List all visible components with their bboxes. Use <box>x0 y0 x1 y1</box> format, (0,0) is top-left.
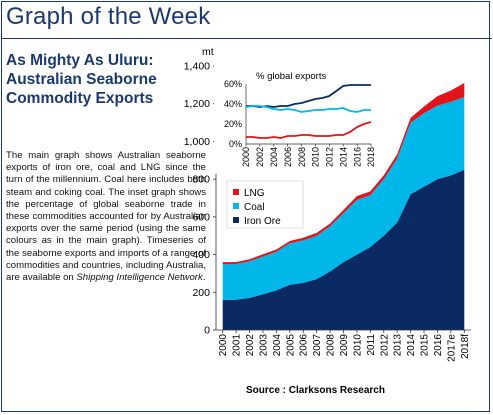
inset-y-tick-label: 60% <box>224 79 242 89</box>
legend-swatch-lng <box>233 189 239 195</box>
x-tick-label: 2016 <box>433 334 444 357</box>
x-tick-label: 2002 <box>245 334 256 357</box>
x-tick-label: 2006 <box>299 334 310 357</box>
header-divider <box>1 38 492 39</box>
legend-box <box>226 180 304 229</box>
inset-chart: % global exports 0% 20% 40% 60% 2000 2002 2004 2… <box>214 62 382 174</box>
area-coal <box>222 97 465 300</box>
x-tick-label: 2013 <box>393 334 404 357</box>
inset-background <box>214 62 382 174</box>
inset-x-tick-label: 2014 <box>338 147 348 167</box>
article-body: The main graph shows Australian seaborne… <box>6 150 206 284</box>
y-tick-label: 1,400 <box>184 61 210 73</box>
area-lng <box>222 83 465 264</box>
inset-x-tick-label: 2016 <box>352 147 362 167</box>
x-tick-label: 2001 <box>232 334 243 357</box>
x-tick-label: 2005 <box>285 334 296 357</box>
x-tick-label: 2008 <box>326 334 337 357</box>
legend-swatch-iron-ore <box>233 217 239 223</box>
inset-title: % global exports <box>256 71 326 82</box>
x-tick-label: 2004 <box>272 334 283 357</box>
x-tick-label: 2003 <box>259 334 270 357</box>
x-tick-label: 2011 <box>366 334 377 356</box>
inset-x-tick-label: 2010 <box>311 147 321 167</box>
x-tick-label: 2010 <box>352 334 363 357</box>
inset-line-coal <box>245 105 371 113</box>
x-tick-label: 2012 <box>379 334 390 357</box>
inset-y-tick-label: 40% <box>224 99 242 109</box>
y-axis-label: mt <box>202 46 214 58</box>
x-tick-label: 2009 <box>339 334 350 357</box>
y-tick-label: 600 <box>192 211 210 223</box>
legend-label-lng: LNG <box>244 188 265 199</box>
inset-line-lng <box>246 121 372 139</box>
main-area-series <box>222 83 465 330</box>
y-tick-label: 1,000 <box>184 136 210 148</box>
x-tick-label: 2000 <box>218 334 229 357</box>
y-tick-label: 800 <box>192 174 210 186</box>
main-legend: LNG Coal Iron Ore <box>226 180 304 229</box>
y-tick-label: 400 <box>192 249 210 261</box>
x-tick-label: 2015 <box>420 334 431 357</box>
legend-swatch-coal <box>233 203 239 209</box>
inset-x-tick-label: 2006 <box>283 147 293 167</box>
legend-label-iron-ore: Iron Ore <box>244 216 281 227</box>
source-note: Source : Clarksons Research <box>246 385 385 396</box>
inset-x-tick-label: 2004 <box>269 147 279 167</box>
x-tick-label: 2017e <box>446 334 457 362</box>
inset-y-tick-label: 0% <box>229 139 242 149</box>
article-link[interactable]: Shipping Intelligence Network <box>76 272 203 284</box>
inset-y-tick-label: 20% <box>224 119 242 129</box>
legend-label-coal: Coal <box>244 202 265 213</box>
y-tick-label: 0 <box>204 325 210 337</box>
inset-line-iron-ore <box>246 84 371 108</box>
area-iron-ore <box>222 169 465 330</box>
inset-x-tick-label: 2012 <box>325 147 335 167</box>
inset-x-tick-label: 2018 <box>366 147 376 167</box>
inset-x-tick-label: 2000 <box>241 147 251 167</box>
inset-x-tick-label: 2002 <box>255 147 265 167</box>
y-tick-label: 200 <box>192 287 210 299</box>
inset-x-tick-label: 2008 <box>297 147 307 167</box>
x-tick-label: 2007 <box>312 334 323 357</box>
article-headline: As Mighty As Uluru: Australian Seaborne … <box>6 52 157 107</box>
x-tick-label: 2018f <box>460 334 471 359</box>
x-tick-label: 2014 <box>406 334 417 357</box>
page-title: Graph of the Week <box>6 3 211 30</box>
y-tick-label: 1,200 <box>184 98 210 110</box>
article-body-end: . <box>202 272 206 284</box>
article-body-text: The main graph shows Australian seaborne… <box>6 150 206 284</box>
